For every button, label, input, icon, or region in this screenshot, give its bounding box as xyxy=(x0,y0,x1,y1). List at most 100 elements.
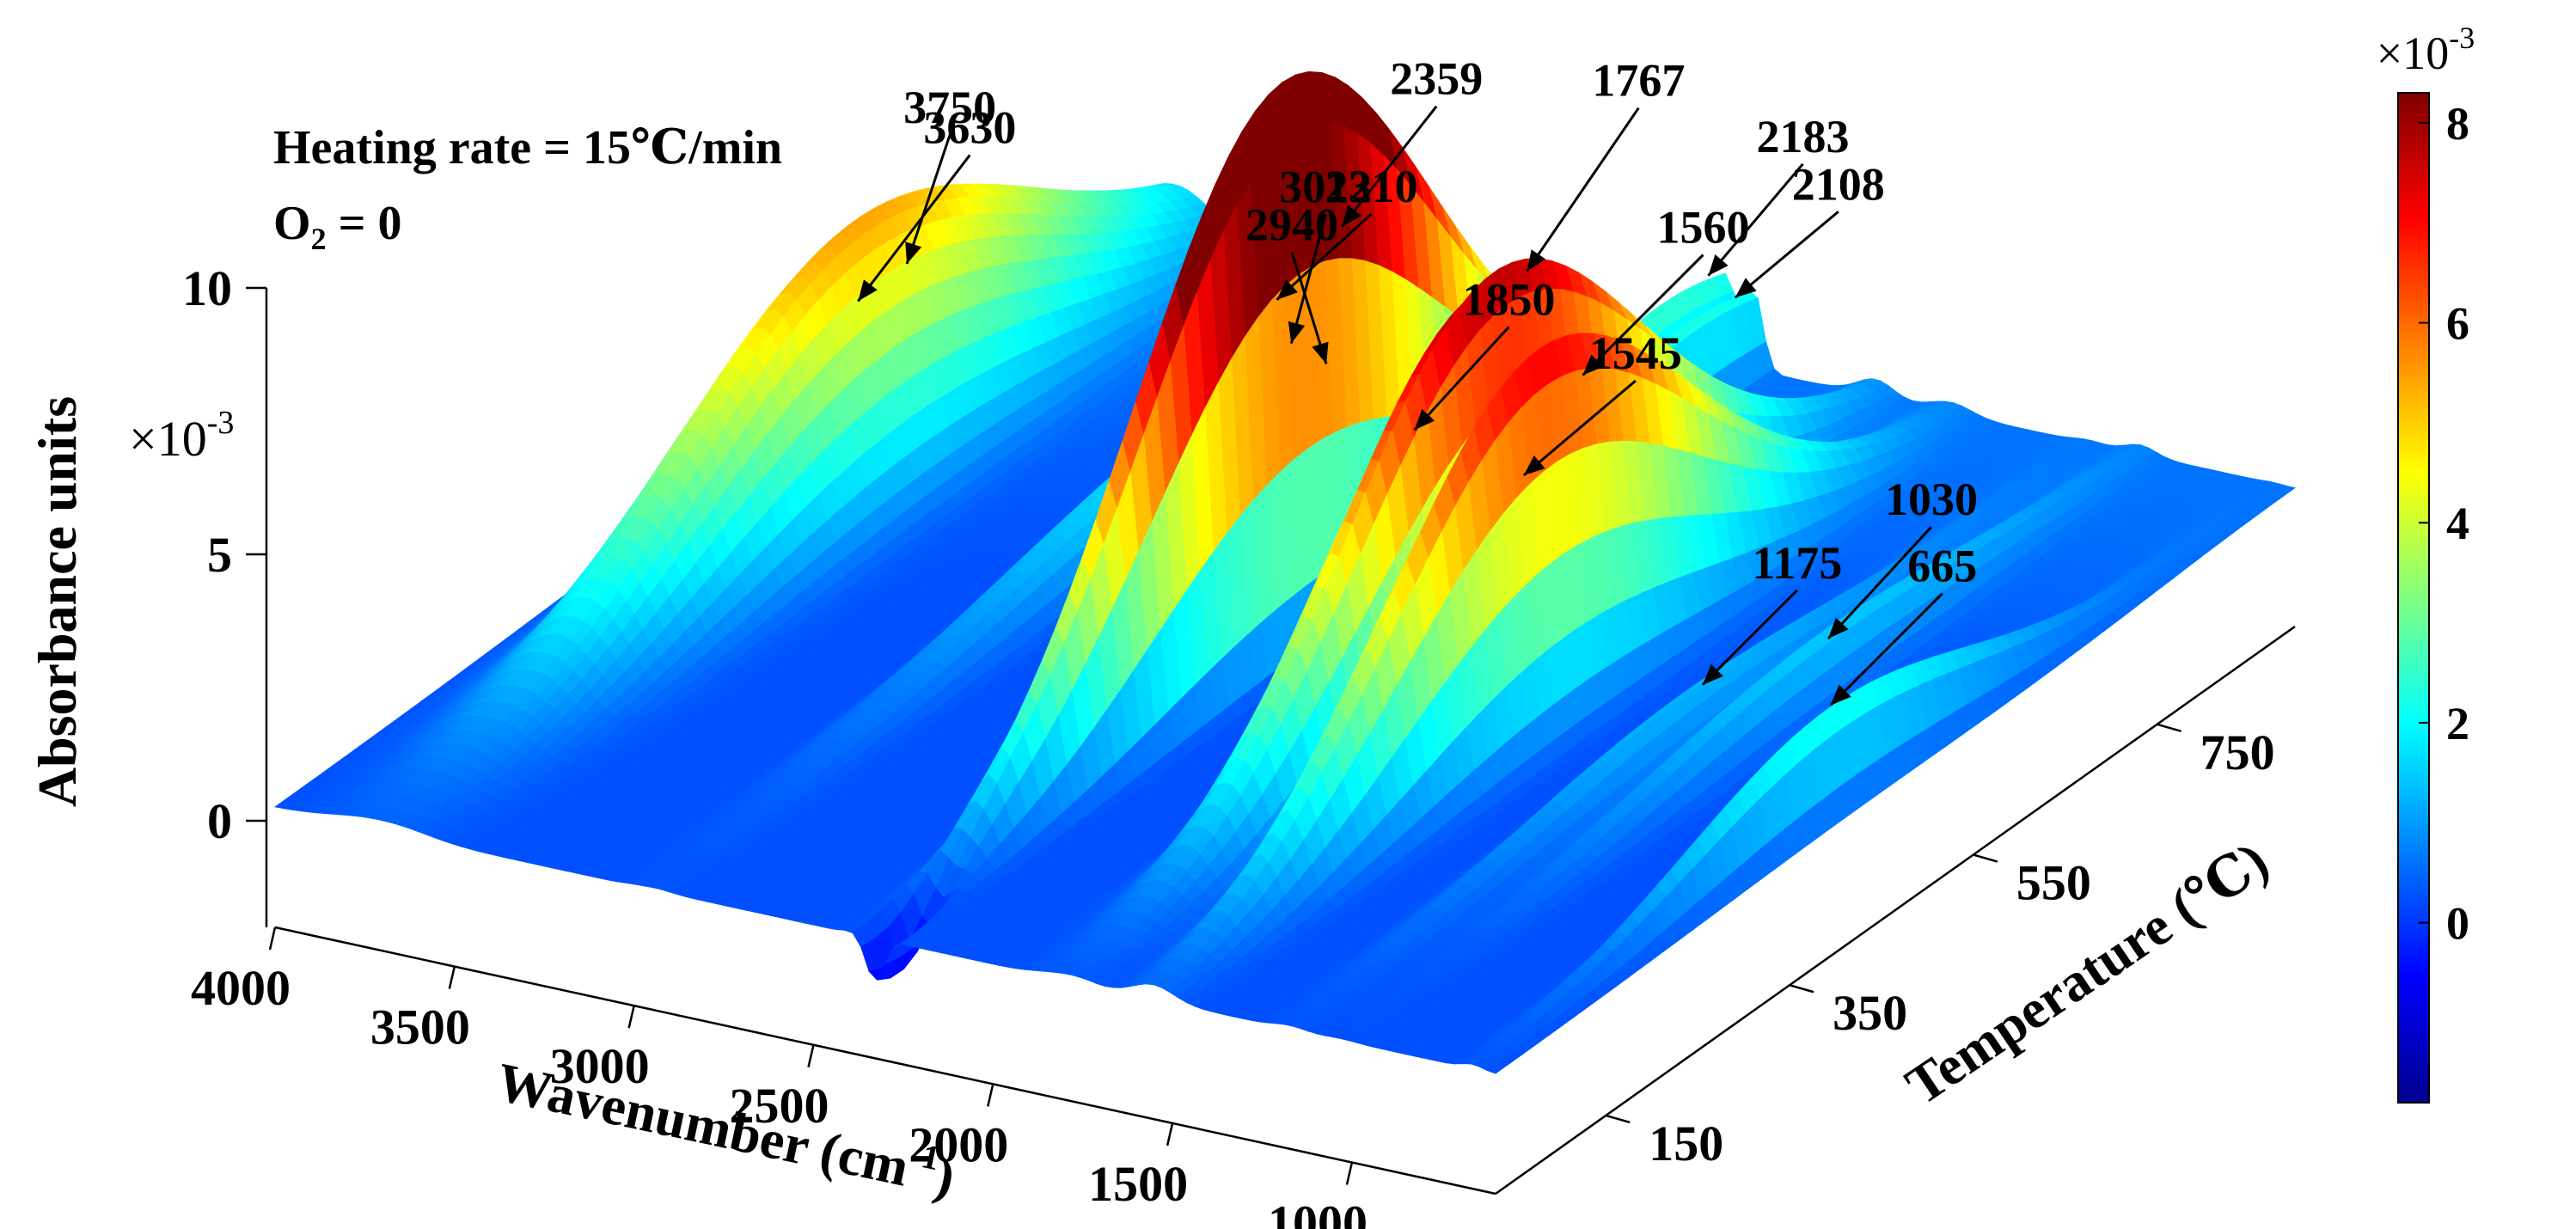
peak-annotation: 1560 xyxy=(1582,202,1749,376)
x-axis-line xyxy=(274,926,1496,1195)
peak-annotation: 2359 xyxy=(1341,53,1483,228)
heating-rate-text: Heating rate = 15℃/min xyxy=(273,121,782,174)
peak-arrowhead xyxy=(1312,341,1329,364)
peak-annotation: 3012 xyxy=(1279,162,1372,345)
x-tick-label: 1500 xyxy=(1088,1156,1188,1212)
peak-arrow xyxy=(1276,212,1373,301)
peak-arrow xyxy=(1701,589,1798,686)
peak-annotation: 1175 xyxy=(1701,537,1842,686)
colorbar-tick-label: 0 xyxy=(2446,898,2469,950)
condition-annotation: Heating rate = 15℃/min O2 = 0 xyxy=(273,121,782,256)
peak-arrow xyxy=(1522,379,1637,477)
x-tick-label: 3000 xyxy=(550,1038,650,1094)
x-tick-label: 2000 xyxy=(909,1116,1008,1172)
x-tick-mark xyxy=(1345,1162,1354,1185)
peak-arrow xyxy=(1341,105,1438,228)
colorbar-gradient xyxy=(2397,92,2430,1104)
peak-arrowhead xyxy=(1342,205,1361,227)
colorbar: ×10-3 0 2 4 6 8 xyxy=(2377,21,2475,1104)
peak-annotation: 2183 xyxy=(1707,111,1849,277)
colorbar-ticks: 0 2 4 6 8 xyxy=(2419,98,2469,950)
y-tick-label: 150 xyxy=(1649,1116,1723,1171)
colorbar-tick-label: 6 xyxy=(2446,298,2469,350)
peak-label: 2359 xyxy=(1390,53,1483,105)
peak-arrowhead xyxy=(1708,254,1729,276)
z-axis-multiplier: ×10-3 xyxy=(129,405,234,467)
y-axis-line xyxy=(1495,625,2296,1195)
peak-annotation: 2940 xyxy=(1245,199,1338,364)
peak-arrow xyxy=(1707,162,1804,277)
peak-annotation: 2108 xyxy=(1734,158,1885,299)
peak-label: 1560 xyxy=(1656,202,1749,254)
peak-label: 3630 xyxy=(923,101,1016,153)
colorbar-tick-label: 8 xyxy=(2446,98,2469,150)
y-tick-label: 550 xyxy=(2016,855,2091,911)
x-tick-mark xyxy=(807,1044,815,1068)
peak-annotation: 1767 xyxy=(1526,55,1685,272)
y-tick-mark xyxy=(2157,723,2181,732)
peak-arrow xyxy=(1526,107,1640,272)
peak-label: 3012 xyxy=(1279,162,1372,213)
y-tick-mark xyxy=(1605,1114,1631,1124)
peak-arrowhead xyxy=(1702,663,1723,685)
peak-arrow xyxy=(1826,526,1933,640)
peak-arrowhead xyxy=(1735,278,1757,298)
y-tick-label: 350 xyxy=(1833,985,1907,1041)
colorbar-tick-label: 2 xyxy=(2446,698,2469,749)
y-tick-mark xyxy=(1973,853,1998,863)
peak-annotation: 2310 xyxy=(1276,161,1417,301)
peak-arrow xyxy=(857,154,971,303)
z-axis-label: Absorbance units xyxy=(27,396,88,807)
z-tick-label: 0 xyxy=(207,793,232,849)
peak-label: 1030 xyxy=(1885,474,1978,525)
peak-arrowhead xyxy=(1582,354,1604,376)
x-tick-label: 2500 xyxy=(729,1078,829,1134)
peak-annotation: 3750 xyxy=(903,82,996,265)
colorbar-tick-label: 4 xyxy=(2446,498,2469,549)
peak-arrow xyxy=(1289,214,1327,345)
peak-arrowhead xyxy=(1523,455,1545,475)
colorbar-multiplier: ×10-3 xyxy=(2377,21,2475,79)
peak-arrow xyxy=(905,134,951,265)
peak-arrowhead xyxy=(1827,617,1849,639)
x-tick-label: 3500 xyxy=(370,1000,470,1055)
y-tick-label: 750 xyxy=(2200,725,2275,780)
peak-arrowhead xyxy=(1830,684,1851,706)
peak-arrowhead xyxy=(1527,249,1546,272)
peak-arrowhead xyxy=(1288,321,1306,344)
axis-ticks: 4000 3500 3000 2500 2000 1500 1000 150 350 550 750… xyxy=(182,260,2275,1229)
peak-label: 1767 xyxy=(1592,55,1685,107)
peak-label: 2940 xyxy=(1245,199,1338,250)
peak-annotation: 3630 xyxy=(857,101,1016,303)
x-tick-mark xyxy=(268,926,277,951)
peak-arrowhead xyxy=(905,242,922,265)
x-tick-mark xyxy=(987,1084,994,1107)
z-tick-label: 10 xyxy=(182,260,232,316)
y-tick-mark xyxy=(1789,984,1814,994)
peak-label: 2183 xyxy=(1756,111,1849,162)
peak-arrowhead xyxy=(1414,408,1435,431)
peak-annotation: 1030 xyxy=(1826,474,1978,640)
peak-annotation: 665 xyxy=(1829,541,1977,706)
absorbance-surface xyxy=(273,70,2296,1074)
peak-label: 3750 xyxy=(903,82,996,133)
peak-arrow xyxy=(1734,211,1839,299)
peak-annotation: 1850 xyxy=(1413,273,1556,431)
peak-arrowhead xyxy=(1276,279,1298,300)
peak-arrow xyxy=(1582,254,1704,376)
x-tick-mark xyxy=(448,966,456,989)
peak-label: 1175 xyxy=(1752,537,1842,589)
peak-label: 1850 xyxy=(1463,273,1556,325)
x-tick-mark xyxy=(627,1005,635,1029)
x-tick-label: 1000 xyxy=(1268,1195,1368,1229)
z-tick-label: 5 xyxy=(207,527,232,583)
x-tick-label: 4000 xyxy=(191,960,291,1016)
peak-arrowhead xyxy=(858,279,878,302)
x-tick-mark xyxy=(1166,1122,1174,1146)
peak-label: 2108 xyxy=(1792,158,1885,210)
oxygen-text: O2 = 0 xyxy=(273,197,401,256)
peak-arrow xyxy=(1829,592,1943,706)
peak-label: 2310 xyxy=(1325,161,1417,212)
